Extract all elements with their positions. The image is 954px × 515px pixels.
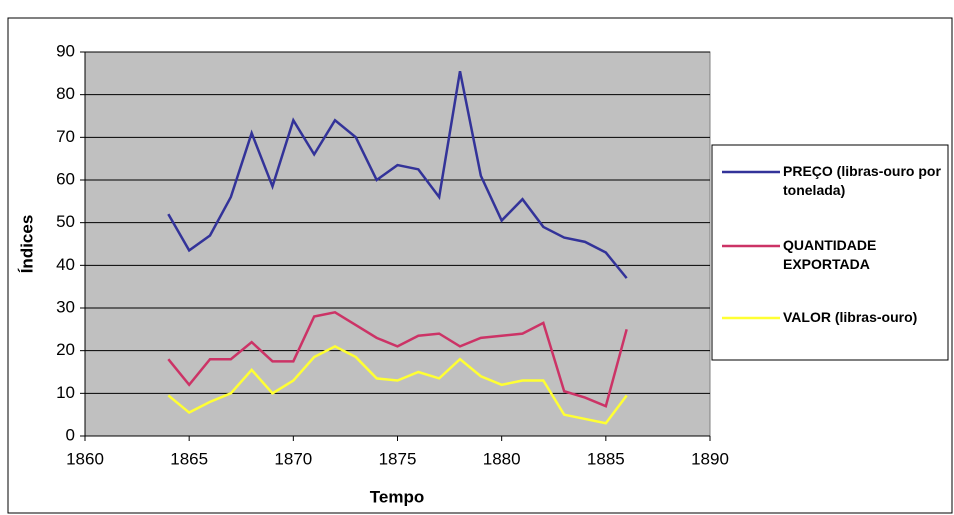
legend-label: QUANTIDADE EXPORTADA	[783, 237, 877, 272]
series-line	[167, 310, 628, 408]
x-tick-label: 1875	[379, 449, 417, 468]
plot-area	[84, 51, 711, 437]
x-tick-label: 1885	[587, 449, 625, 468]
series-line	[167, 344, 628, 425]
y-tick-label: 70	[56, 127, 75, 146]
y-tick-label: 80	[56, 84, 75, 103]
x-tick-label: 1870	[274, 449, 312, 468]
y-tick-label: 40	[56, 255, 75, 274]
series-line	[167, 70, 628, 279]
legend-label: VALOR (libras-ouro)	[783, 309, 918, 325]
y-tick-label: 60	[56, 169, 75, 188]
x-tick-label: 1880	[483, 449, 521, 468]
y-tick-label: 20	[56, 340, 75, 359]
y-tick-label: 30	[56, 297, 75, 316]
x-tick-label: 1860	[66, 449, 104, 468]
y-tick-label: 0	[66, 425, 75, 444]
legend-label: PREÇO (libras-ouro por tonelada)	[783, 163, 941, 198]
x-axis-label: Tempo	[370, 487, 424, 506]
x-tick-label: 1890	[691, 449, 729, 468]
y-tick-label: 10	[56, 383, 75, 402]
legend-box	[711, 144, 949, 361]
y-axis-label: Índices	[17, 215, 36, 274]
y-tick-label: 50	[56, 212, 75, 231]
x-tick-label: 1865	[170, 449, 208, 468]
y-tick-label: 90	[56, 41, 75, 60]
